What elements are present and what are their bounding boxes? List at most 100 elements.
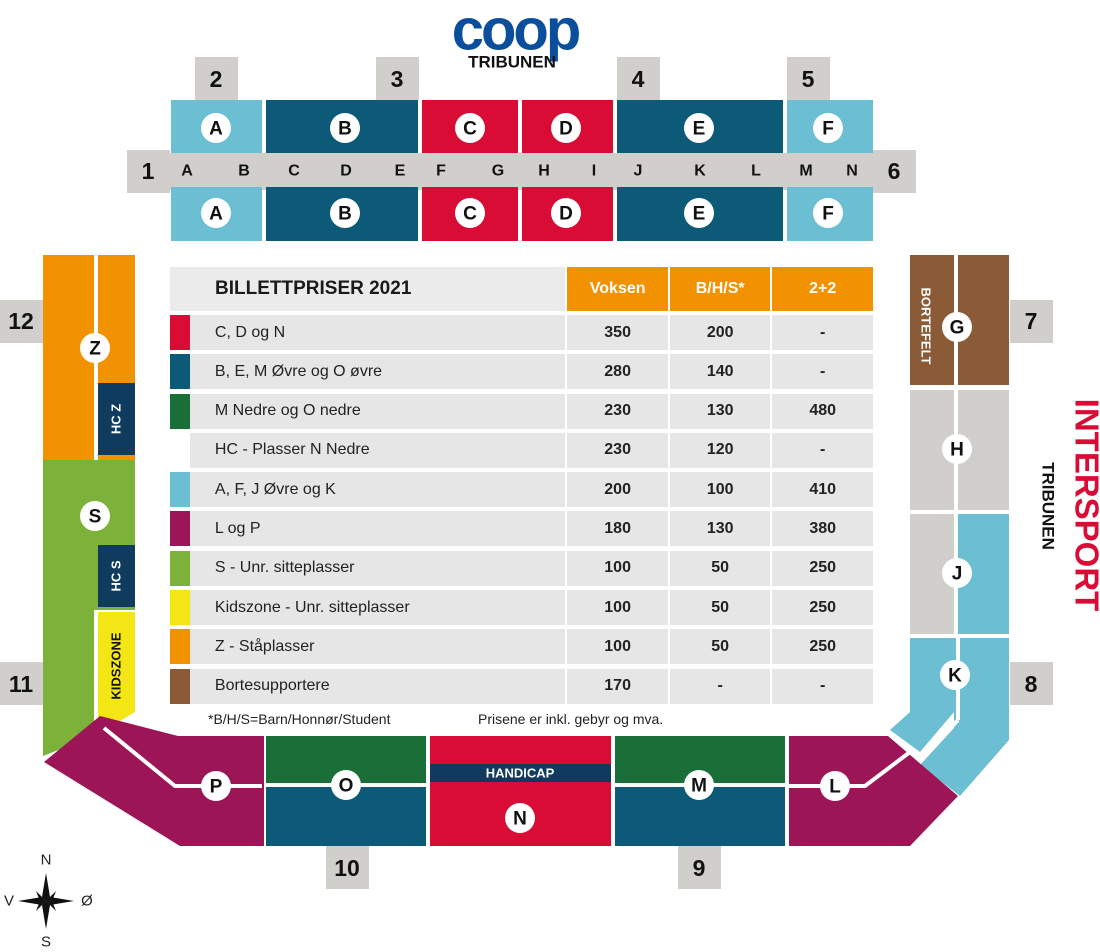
svg-text:H: H (538, 163, 550, 180)
price-row-color-swatch (170, 511, 190, 547)
section-l-label: L (829, 777, 841, 798)
section-d-upper-label: D (559, 119, 573, 140)
section-e-lower-label: E (693, 204, 706, 225)
hc-s[interactable] (98, 545, 135, 607)
svg-text:coop: coop (452, 0, 580, 63)
gate-5: 5 (802, 66, 815, 92)
coop-logo: coop (452, 0, 583, 63)
intersport-stand-label: TRIBUNEN (1039, 462, 1058, 550)
row-labels: A B C D E F G H I J K L M N (181, 163, 858, 180)
price-table-title: BILLETTPRISER 2021 (170, 267, 566, 311)
price-row: A, F, J Øvre og K 200 100 410 (170, 472, 873, 508)
hc-z[interactable] (98, 383, 135, 455)
section-c-upper-label: C (463, 119, 477, 140)
price-table: BILLETTPRISER 2021 Voksen B/H/S* 2+2 C, … (170, 267, 873, 708)
compass-west: V (4, 893, 14, 910)
price-voksen: 100 (567, 550, 668, 586)
svg-text:L: L (751, 163, 761, 180)
svg-text:M: M (799, 163, 812, 180)
section-k-label: K (948, 666, 962, 687)
coop-stand-label: TRIBUNEN (468, 53, 556, 72)
handicap-area[interactable] (430, 764, 611, 782)
section-b-lower-label: B (338, 204, 352, 225)
price-2plus2: 250 (772, 629, 873, 665)
price-row-label: S - Unr. sitteplasser (189, 550, 566, 586)
svg-text:I: I (592, 163, 596, 180)
svg-text:D: D (340, 163, 352, 180)
svg-text:F: F (436, 163, 446, 180)
price-bhs: 50 (669, 590, 771, 626)
price-row-label: Z - Ståplasser (189, 629, 566, 665)
price-bhs: 100 (669, 472, 771, 508)
price-row-label: HC - Plasser N Nedre (189, 432, 566, 468)
price-row-label: C, D og N (189, 315, 566, 350)
price-voksen: 100 (567, 590, 668, 626)
gate-9: 9 (693, 855, 706, 881)
kidszone-label: KIDSZONE (109, 632, 124, 700)
price-bhs: 130 (669, 393, 771, 429)
gate-markers: 2 3 4 5 1 6 7 8 9 10 11 12 (0, 57, 1053, 889)
price-row-color-swatch (170, 550, 190, 586)
bhs-footnote: *B/H/S=Barn/Honnør/Student (208, 711, 391, 727)
price-bhs: - (669, 668, 771, 704)
kidszone[interactable] (98, 612, 135, 734)
south-stand: P O HANDICAP N M L (44, 716, 958, 846)
price-row-color-swatch (170, 432, 190, 468)
price-row: Bortesupportere 170- - (170, 668, 873, 704)
price-row-color-swatch (170, 668, 190, 704)
svg-text:J: J (634, 163, 643, 180)
price-row-color-swatch (170, 472, 190, 508)
price-bhs: 50 (669, 629, 771, 665)
gate-12: 12 (8, 308, 34, 334)
price-voksen: 230 (567, 393, 668, 429)
bortefelt-label: BORTEFELT (919, 287, 934, 364)
price-voksen: 350 (567, 315, 668, 350)
svg-text:INTERSPORT: INTERSPORT (1069, 399, 1100, 612)
price-row: S - Unr. sitteplasser 100 50 250 (170, 550, 873, 586)
price-table-header: BILLETTPRISER 2021 Voksen B/H/S* 2+2 (170, 267, 873, 311)
west-stand: HC Z Z HC S S KIDSZONE (43, 255, 135, 756)
svg-text:E: E (395, 163, 406, 180)
gate-7: 7 (1025, 308, 1038, 334)
price-row-color-swatch (170, 354, 190, 390)
section-l[interactable] (789, 736, 958, 846)
east-stand: BORTEFELT G H J K (890, 255, 1009, 796)
column-2plus2: 2+2 (772, 267, 873, 311)
price-bhs: 130 (669, 511, 771, 547)
intersport-logo: INTERSPORT (1069, 399, 1100, 612)
column-bhs: B/H/S* (669, 267, 771, 311)
price-row-label: Kidszone - Unr. sitteplasser (189, 590, 566, 626)
price-2plus2: - (772, 432, 873, 468)
section-a-lower-label: A (209, 204, 223, 225)
section-f-lower-label: F (822, 204, 834, 225)
section-p[interactable] (44, 716, 264, 846)
price-2plus2: 410 (772, 472, 873, 508)
section-f-upper-label: F (822, 119, 834, 140)
gate-8: 8 (1025, 671, 1038, 697)
section-g-label: G (950, 318, 965, 339)
price-2plus2: 480 (772, 393, 873, 429)
section-h-label: H (950, 440, 964, 461)
section-j-label: J (952, 564, 963, 585)
gate-2: 2 (210, 66, 223, 92)
price-2plus2: - (772, 668, 873, 704)
gate-11: 11 (9, 671, 34, 697)
price-row-label: M Nedre og O nedre (189, 393, 566, 429)
north-stand: A B C D E F A B C D E F A B C D E F G H … (170, 100, 873, 241)
section-e-upper-label: E (693, 119, 706, 140)
fees-footnote: Prisene er inkl. gebyr og mva. (478, 711, 664, 727)
hc-z-label: HC Z (109, 404, 124, 434)
svg-text:C: C (288, 163, 300, 180)
price-2plus2: 250 (772, 550, 873, 586)
gate-4: 4 (632, 66, 645, 92)
section-s[interactable] (43, 460, 135, 756)
price-voksen: 280 (567, 354, 668, 390)
section-n-label: N (513, 809, 527, 830)
price-voksen: 230 (567, 432, 668, 468)
price-row-label: A, F, J Øvre og K (189, 472, 566, 508)
price-row-label: L og P (189, 511, 566, 547)
compass-rose: N S V Ø (4, 852, 93, 951)
price-row-color-swatch (170, 590, 190, 626)
price-bhs: 140 (669, 354, 771, 390)
